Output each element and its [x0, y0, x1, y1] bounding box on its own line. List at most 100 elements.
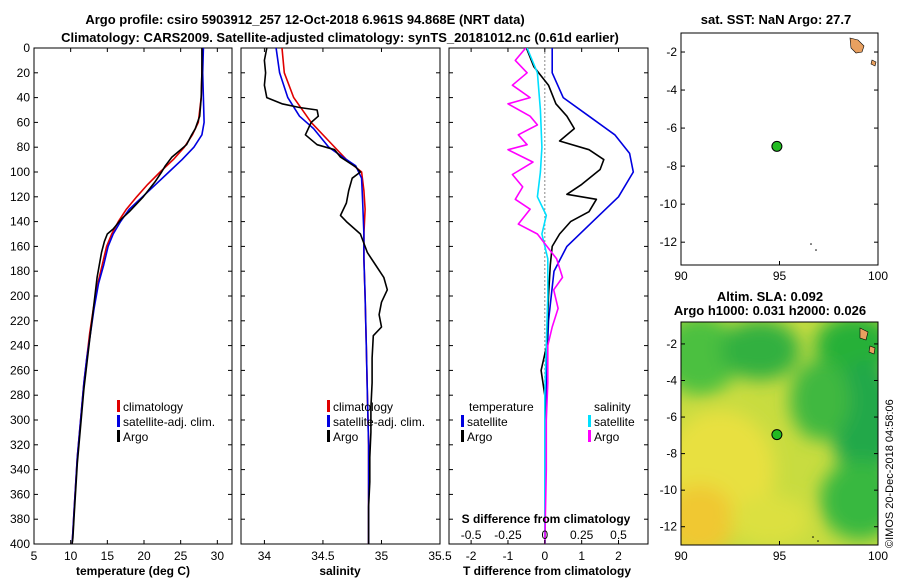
map-y-tick-label: -8 — [666, 159, 677, 173]
map-y-tick-label: -12 — [660, 235, 678, 249]
s-diff-tick-label: -0.5 — [461, 528, 482, 542]
land-dot — [812, 536, 814, 538]
y-tick-label: 280 — [10, 388, 30, 402]
legend-label-t-satellite: satellite — [467, 415, 508, 429]
legend-swatch-t-satellite — [461, 415, 464, 427]
y-tick-label: 160 — [10, 239, 30, 253]
series-line-argo — [263, 48, 389, 544]
sla-blob — [681, 485, 735, 545]
legend-swatch-argo — [327, 430, 330, 442]
x-tick-label: -2 — [466, 549, 477, 563]
s-diff-tick-label: -0.25 — [494, 528, 522, 542]
map-y-tick-label: -6 — [666, 121, 677, 135]
land-island — [870, 59, 877, 67]
y-tick-label: 80 — [17, 140, 31, 154]
land-island — [868, 345, 876, 355]
series-line-satellite-adj-clim- — [275, 48, 370, 544]
x-tick-label: 1 — [578, 549, 585, 563]
y-tick-label: 200 — [10, 289, 30, 303]
legend-label-s-argo: Argo — [594, 430, 620, 444]
salinity-legend: climatology satellite-adj. clim. Argo — [327, 400, 425, 444]
chart-title-line2: Climatology: CARS2009. Satellite-adjuste… — [61, 30, 619, 45]
y-tick-label: 360 — [10, 487, 30, 501]
legend-label-climatology: climatology — [123, 400, 183, 414]
argo-position-marker — [771, 429, 783, 441]
map-x-tick-label: 95 — [773, 269, 787, 283]
legend-swatch-s-satellite — [588, 415, 591, 427]
axes-ticks: 0204060801001201401601802002202402602803… — [10, 41, 648, 563]
series-line-salinity-satellite — [526, 48, 549, 544]
map-y-tick-label: -2 — [666, 45, 677, 59]
x-tick-label: 15 — [101, 549, 115, 563]
legend-label-satellite-adj: satellite-adj. clim. — [333, 415, 425, 429]
series-line-argo — [71, 48, 203, 544]
land-island — [849, 37, 865, 54]
s-difference-axis-label: S difference from climatology — [462, 512, 631, 526]
chart-title-line1: Argo profile: csiro 5903912_257 12-Oct-2… — [85, 12, 524, 27]
x-tick-label: 35.5 — [428, 549, 452, 563]
series-line-salinity-argo — [507, 48, 564, 544]
y-tick-label: 320 — [10, 438, 30, 452]
y-tick-label: 260 — [10, 363, 30, 377]
map-y-tick-label: -6 — [666, 410, 677, 424]
x-tick-label: 5 — [31, 549, 38, 563]
difference-legend: temperature salinity satellite Argo sate… — [461, 400, 635, 444]
legend-label-satellite-adj: satellite-adj. clim. — [123, 415, 215, 429]
y-tick-label: 400 — [10, 537, 30, 551]
temperature-plot-frame — [33, 47, 233, 545]
series-line-temperature-argo — [525, 48, 605, 544]
land-dot — [810, 243, 812, 245]
sla-map-axes: 90 95 100 -2 -4 -6 -8 -10 -12 — [660, 337, 889, 563]
sla-map-title-line1: Altim. SLA: 0.092 — [717, 289, 823, 304]
imos-credit: ©IMOS 20-Dec-2018 04:58:06 — [884, 399, 896, 548]
salinity-plot-frame — [240, 47, 441, 545]
land-dot — [817, 540, 819, 542]
s-diff-tick-label: 0 — [541, 528, 548, 542]
y-tick-label: 60 — [17, 115, 31, 129]
s-diff-tick-label: 0.5 — [610, 528, 627, 542]
x-tick-label: 35 — [375, 549, 389, 563]
map-x-tick-label: 90 — [674, 549, 688, 563]
y-tick-label: 0 — [23, 41, 30, 55]
legend-heading-salinity: salinity — [594, 400, 631, 414]
x-tick-label: -1 — [503, 549, 514, 563]
y-tick-label: 20 — [17, 66, 31, 80]
t-difference-axis-label: T difference from climatology — [463, 564, 631, 578]
legend-swatch-satellite — [117, 415, 120, 427]
salinity-series — [263, 48, 389, 544]
temperature-series — [71, 48, 205, 544]
sla-blob — [790, 360, 850, 440]
legend-label-argo: Argo — [333, 430, 359, 444]
y-tick-label: 100 — [10, 165, 30, 179]
sst-map-title: sat. SST: NaN Argo: 27.7 — [701, 12, 852, 27]
map-y-tick-label: -12 — [660, 520, 678, 534]
map-x-tick-label: 100 — [868, 269, 888, 283]
difference-series — [507, 48, 635, 544]
sla-blob — [730, 495, 810, 545]
x-tick-label: 30 — [211, 549, 225, 563]
y-tick-label: 120 — [10, 190, 30, 204]
land-dot — [815, 249, 817, 251]
x-tick-label: 10 — [64, 549, 78, 563]
legend-swatch-t-argo — [461, 430, 464, 442]
y-tick-label: 380 — [10, 512, 30, 526]
map-y-tick-label: -8 — [666, 447, 677, 461]
sla-map-title-line2: Argo h1000: 0.031 h2000: 0.026 — [674, 303, 866, 318]
y-tick-label: 340 — [10, 463, 30, 477]
salinity-axis-label: salinity — [319, 564, 361, 578]
y-tick-label: 240 — [10, 339, 30, 353]
land-island — [859, 327, 869, 341]
x-tick-label: 20 — [137, 549, 151, 563]
map-y-tick-label: -2 — [666, 337, 677, 351]
x-tick-label: 0 — [541, 549, 548, 563]
s-diff-tick-label: 0.25 — [570, 528, 594, 542]
sla-blob — [720, 322, 800, 380]
legend-heading-temperature: temperature — [469, 400, 534, 414]
y-tick-label: 140 — [10, 215, 30, 229]
legend-label-argo: Argo — [123, 430, 149, 444]
legend-swatch-s-argo — [588, 430, 591, 442]
sst-map-axes: 90 95 100 -2 -4 -6 -8 -10 -12 — [660, 45, 889, 283]
y-tick-label: 300 — [10, 413, 30, 427]
map-y-tick-label: -10 — [660, 197, 678, 211]
